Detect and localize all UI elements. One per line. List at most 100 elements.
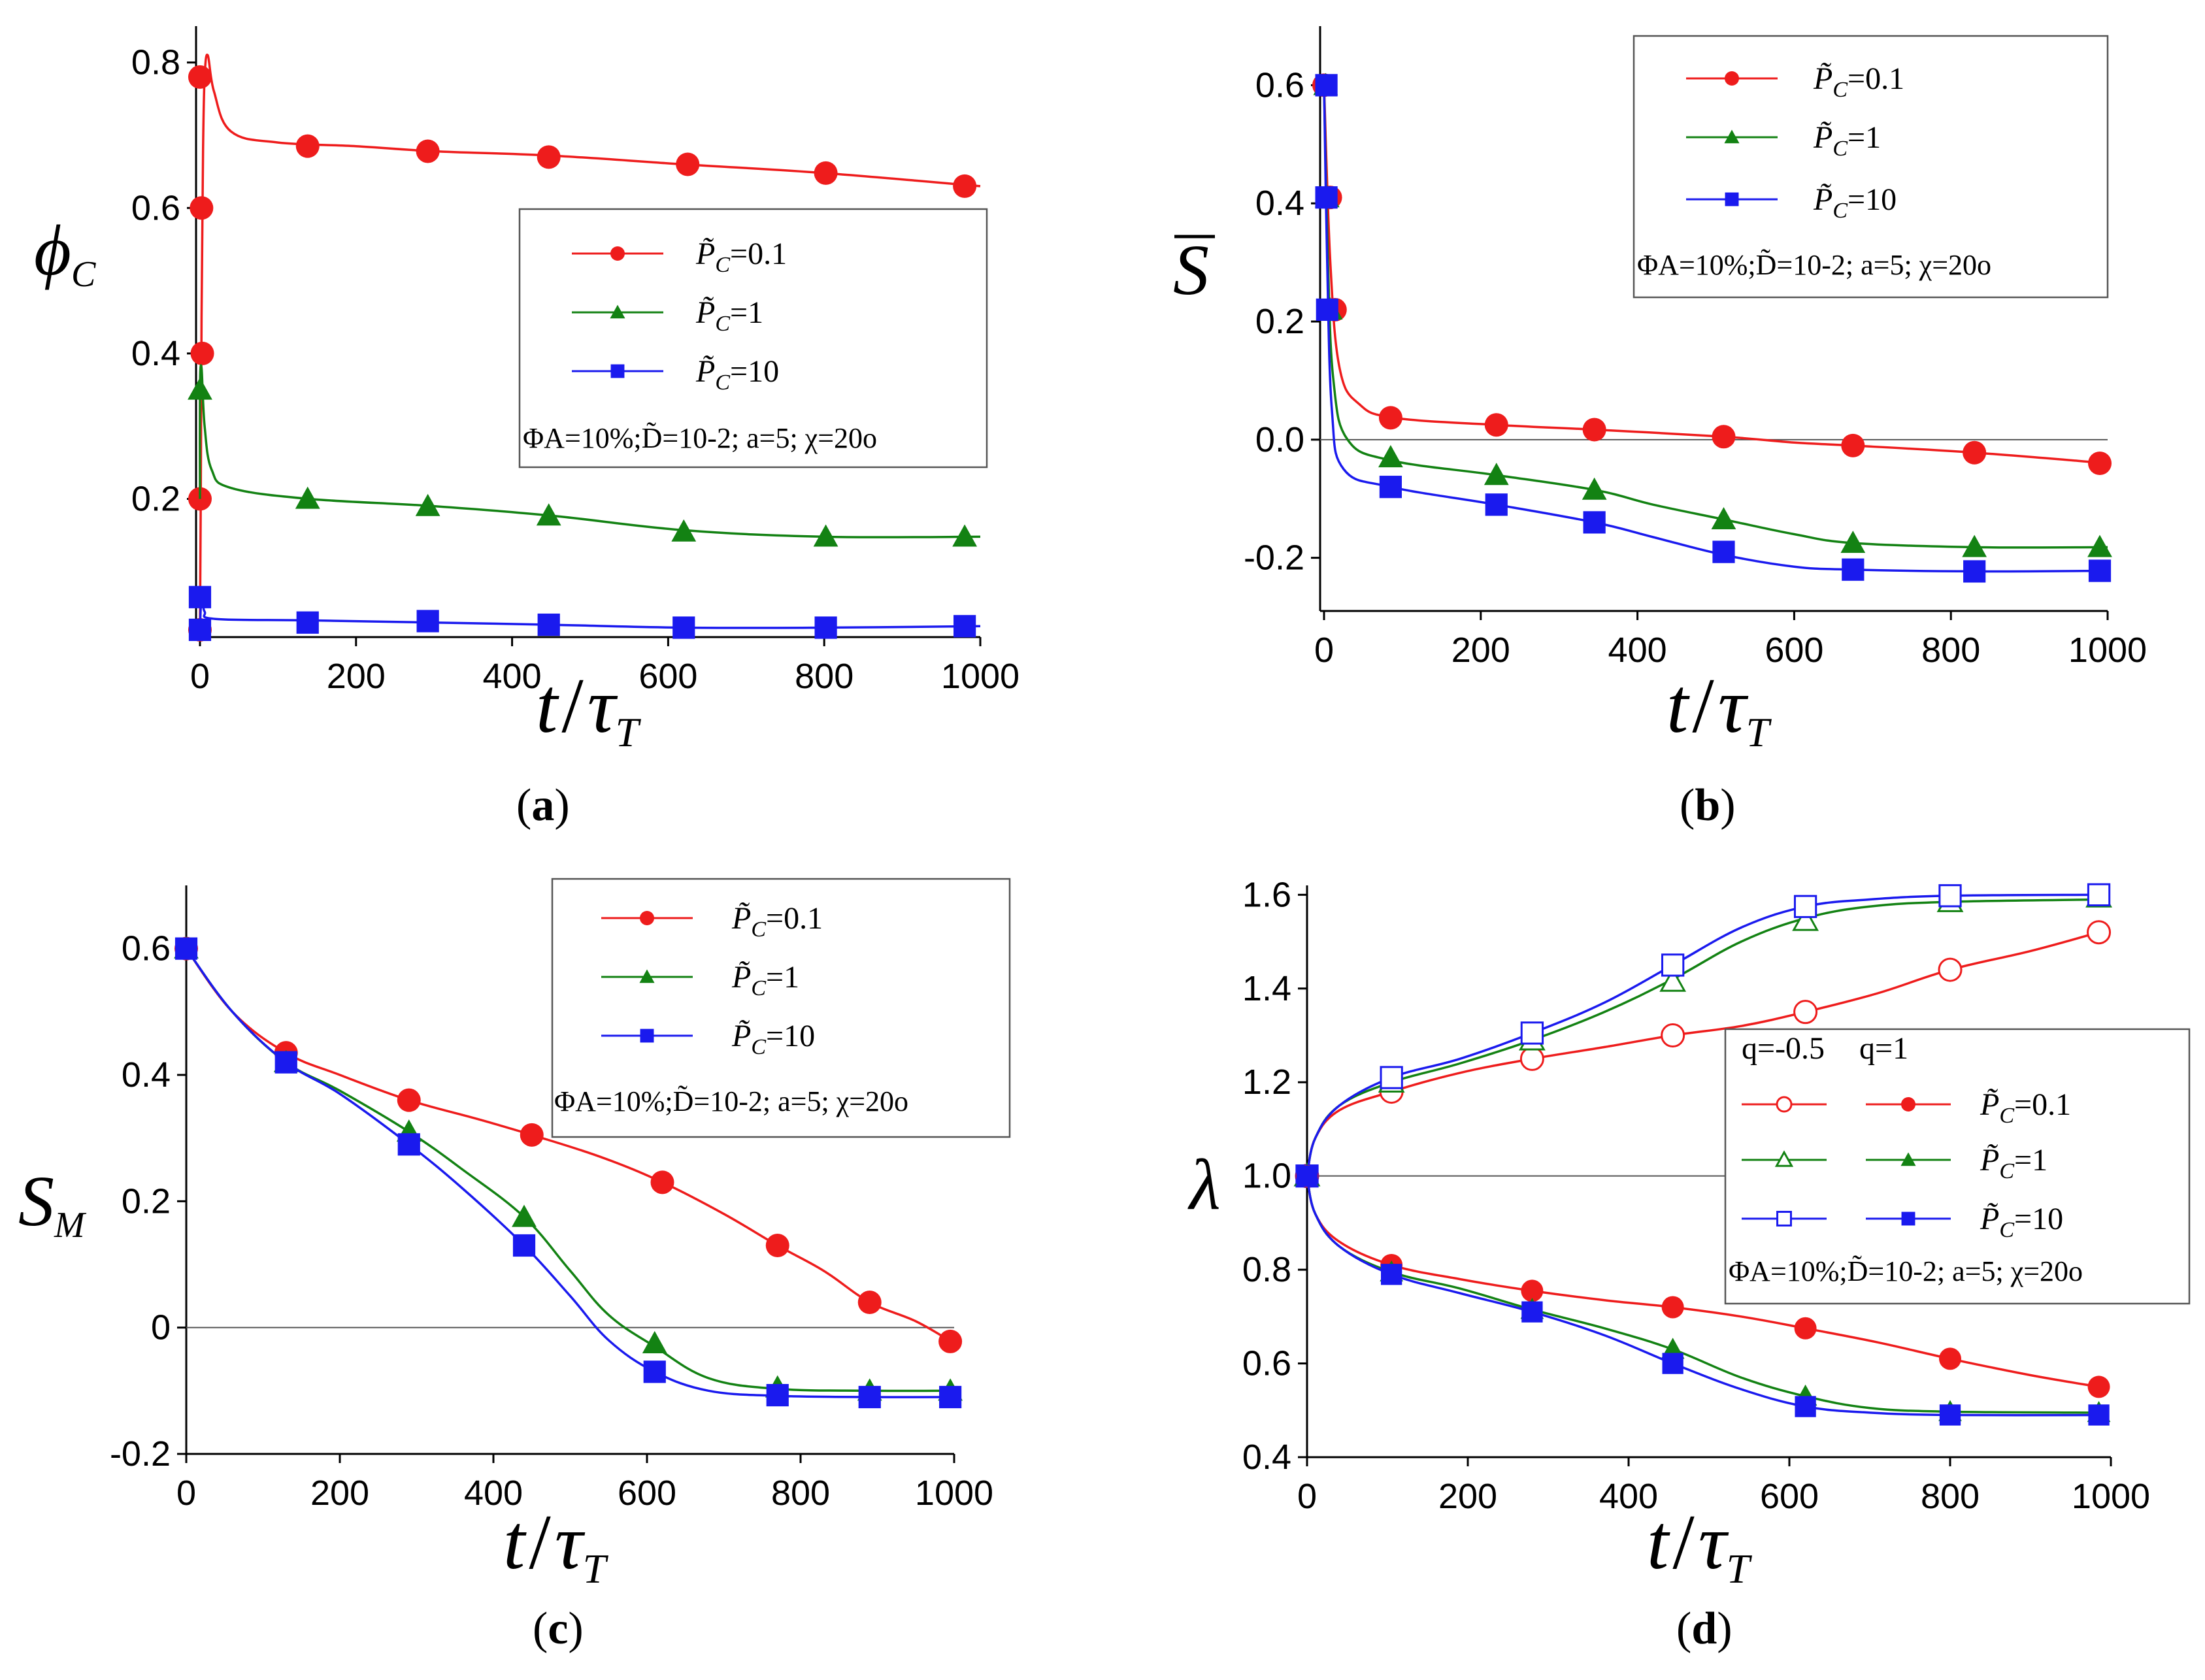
legend-box: [551, 878, 1011, 1138]
data-point: [642, 1330, 667, 1353]
x-tick-label: 1000: [2068, 631, 2147, 670]
legend-value: =10: [1848, 182, 1897, 217]
caption-open: (: [516, 780, 531, 831]
data-point: [953, 615, 976, 638]
data-point: [1938, 957, 1963, 982]
caption-letter: a: [531, 780, 554, 831]
data-point: [1379, 476, 1402, 499]
legend-symbol: P̃: [695, 295, 715, 330]
data-point: [416, 610, 439, 633]
data-point: [1484, 463, 1509, 486]
y-axis-label-symbol: ϕ: [34, 210, 71, 290]
data-point: [1484, 413, 1508, 437]
legend-value: =1: [2014, 1143, 2048, 1178]
data-point: [537, 145, 561, 169]
data-point: [766, 1384, 789, 1407]
data-point: [2087, 883, 2111, 906]
legend-marker: [1725, 192, 1739, 206]
y-tick-label: 0.2: [122, 1181, 171, 1221]
legend-label: P̃C=1: [1813, 120, 1881, 161]
legend-symbol: P̃: [731, 960, 751, 995]
data-point: [1939, 1347, 1961, 1370]
data-point: [1661, 1023, 1685, 1048]
y-tick-label: 0.2: [131, 480, 180, 519]
legend-symbol: P̃: [731, 1019, 751, 1053]
y-tick-label: 0.6: [131, 188, 180, 227]
legend-label: P̃C=1: [1980, 1143, 2048, 1183]
x-axis-label-tau: τ: [555, 1498, 586, 1585]
data-point: [857, 1291, 882, 1314]
x-axis-label-tau: τ: [588, 662, 618, 749]
legend-subscript: C: [751, 1035, 766, 1059]
x-axis-label-t: t: [503, 1498, 527, 1585]
series-line: [199, 595, 981, 630]
data-point: [1938, 884, 1962, 908]
data-point: [1485, 493, 1508, 516]
y-tick-label: 0.4: [122, 1055, 171, 1095]
x-tick-label: 200: [1451, 631, 1510, 670]
x-axis-label-t: t: [1666, 662, 1690, 749]
y-tick-label: 0.6: [1255, 65, 1304, 105]
legend-subscript: C: [715, 253, 730, 277]
legend-label: P̃C=1: [731, 960, 799, 1000]
series-blue-square: [1295, 883, 2111, 1188]
data-point: [939, 1385, 962, 1409]
y-axis-label: S: [1173, 230, 1209, 310]
data-point: [1792, 906, 1819, 931]
legend-value: =1: [766, 960, 799, 995]
y-tick-label: 1.0: [1242, 1157, 1291, 1196]
legend-label: P̃C=10: [1813, 182, 1897, 223]
legend-subscript: C: [1999, 1159, 2014, 1183]
x-axis-label-tau: τ: [1699, 1498, 1729, 1585]
y-axis-label: SM: [18, 1161, 87, 1245]
x-axis-label-subscript: T: [583, 1545, 609, 1592]
caption-close: ): [568, 1604, 583, 1654]
legend-label: P̃C=0.1: [1980, 1087, 2071, 1128]
data-point: [1793, 1000, 1818, 1025]
data-point: [188, 585, 212, 608]
series-blue-square: [188, 585, 981, 641]
x-tick-label: 600: [1765, 631, 1823, 670]
legend: q=-0.5 q=1P̃C=0.1P̃C=1P̃C=10ΦA=10%;D̃=10-…: [1724, 1028, 2191, 1305]
y-tick-label: 0.6: [122, 929, 171, 968]
data-point: [295, 486, 320, 509]
y-tick-label: 0: [151, 1308, 171, 1347]
legend-subscript: C: [751, 976, 766, 1000]
legend-subscript: C: [715, 312, 730, 336]
x-tick-label: 800: [795, 657, 854, 696]
data-point: [1381, 1264, 1402, 1285]
data-point: [536, 503, 561, 526]
legend-marker: [640, 1029, 654, 1043]
legend-subscript: C: [1999, 1104, 2014, 1128]
data-point: [188, 377, 212, 400]
legend-marker: [610, 246, 625, 261]
data-point: [858, 1385, 881, 1409]
series-line: [1306, 1176, 2099, 1417]
x-axis-label: t/τT: [503, 1498, 609, 1592]
x-axis-label: t/τT: [1647, 1498, 1753, 1592]
x-axis-label-subscript: T: [616, 709, 642, 755]
legend-parameters-note: ΦA=10%;D̃=10-2; a=5; χ=20o: [1637, 249, 1991, 281]
data-point: [1582, 418, 1606, 442]
data-point: [537, 613, 560, 636]
data-point: [2088, 1404, 2110, 1426]
caption-letter: c: [548, 1604, 568, 1654]
legend-symbol: P̃: [1813, 182, 1832, 217]
x-tick-label: 0: [1314, 631, 1334, 670]
data-point: [1711, 506, 1736, 529]
data-point: [520, 1123, 544, 1147]
x-tick-label: 0: [176, 1474, 196, 1513]
data-point: [1842, 558, 1865, 581]
legend-subscript: C: [1999, 1218, 2014, 1242]
x-axis-label-slash: /: [529, 1498, 551, 1585]
series-blue-square: [1296, 1165, 2110, 1426]
data-point: [2087, 535, 2112, 557]
y-axis-label: λ: [1187, 1145, 1221, 1225]
x-tick-label: 800: [771, 1474, 830, 1513]
caption-open: (: [533, 1604, 548, 1654]
x-tick-label: 600: [1760, 1477, 1819, 1516]
x-tick-label: 600: [618, 1474, 676, 1513]
data-point: [1712, 540, 1735, 563]
